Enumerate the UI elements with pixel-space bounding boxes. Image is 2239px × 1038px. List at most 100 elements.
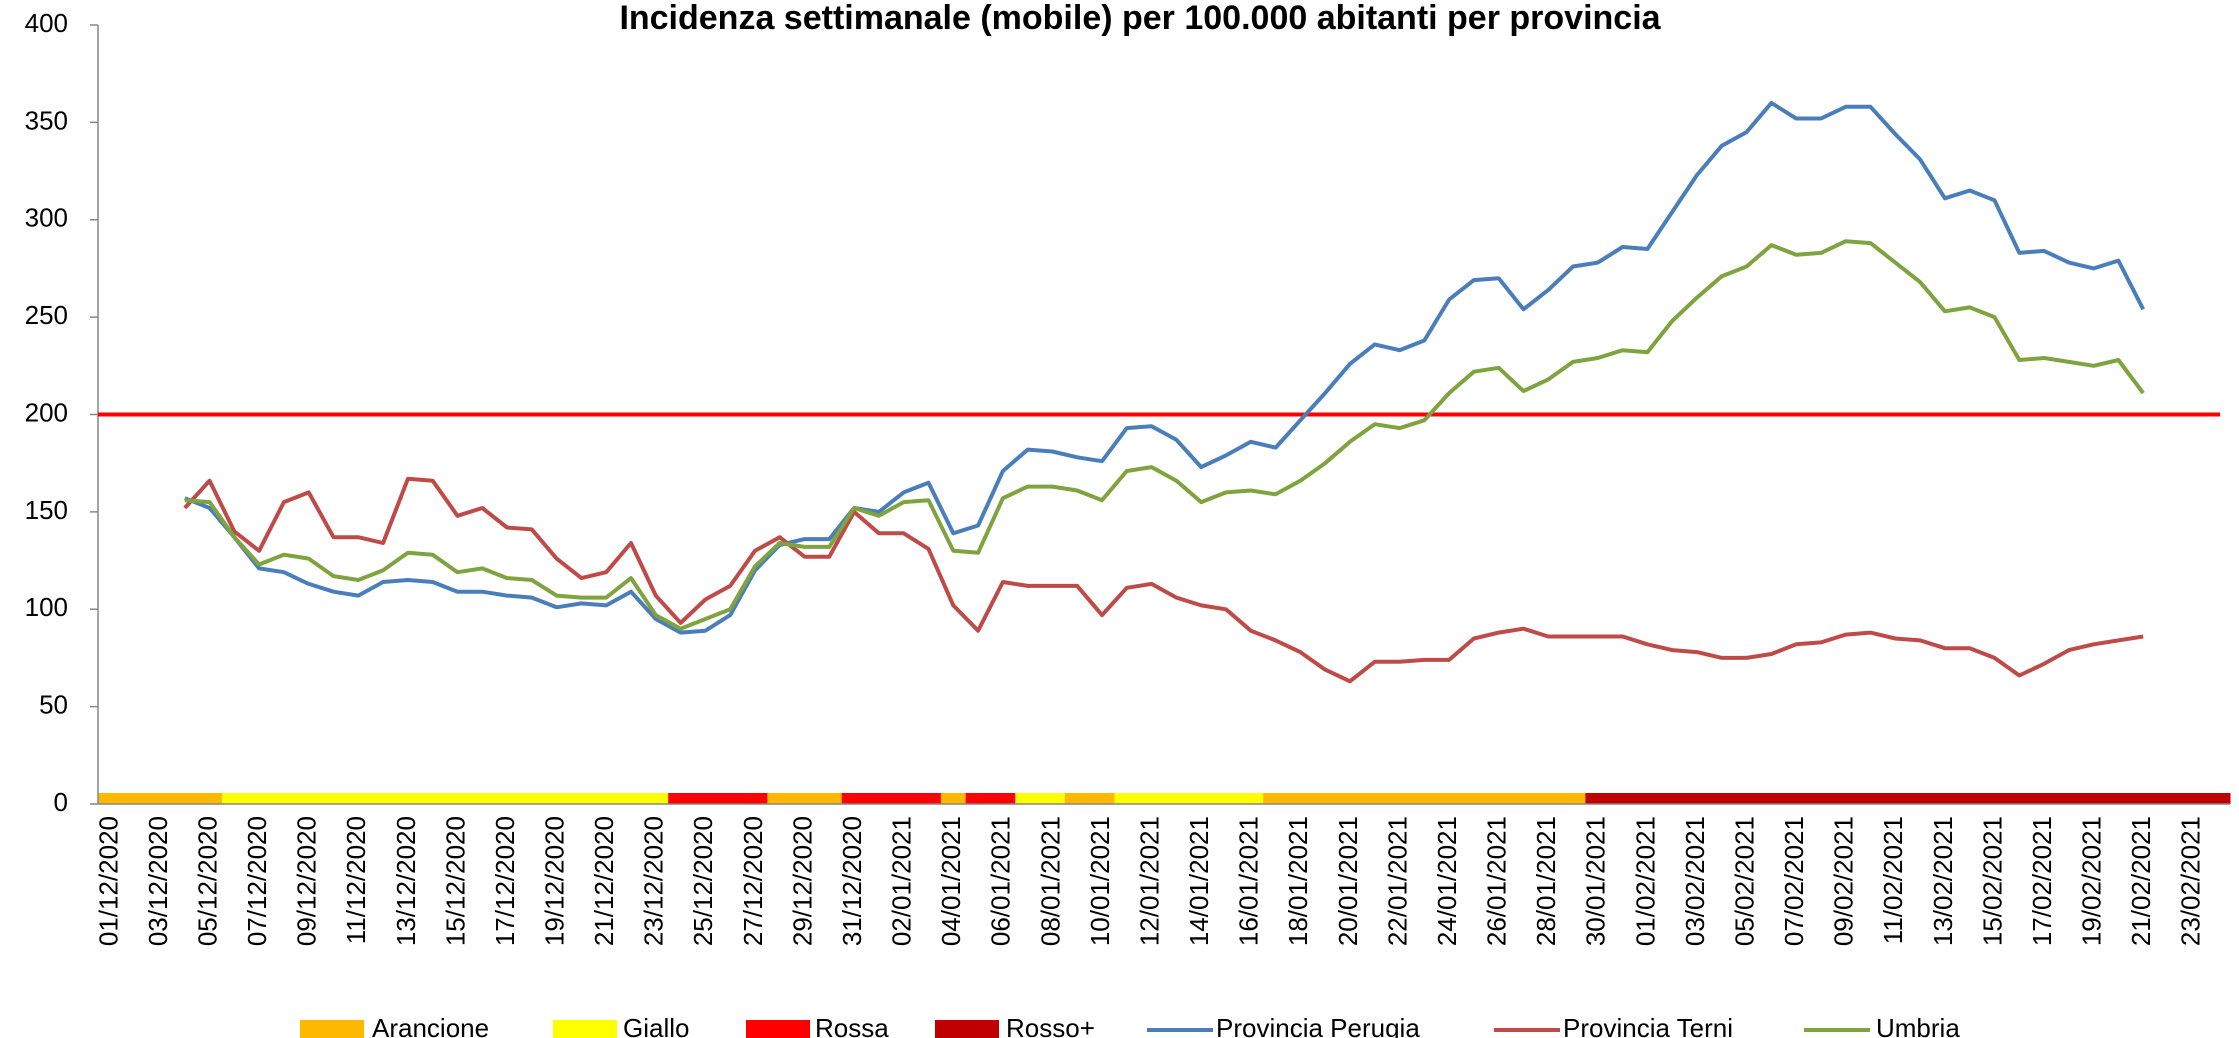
zone-band bbox=[1213, 793, 1239, 804]
zone-band bbox=[990, 793, 1016, 804]
zone-band bbox=[916, 793, 942, 804]
y-tick-label: 300 bbox=[25, 203, 68, 233]
zone-band bbox=[420, 793, 446, 804]
zone-band bbox=[221, 793, 248, 804]
x-tick-label: 19/12/2020 bbox=[540, 816, 570, 946]
zone-band bbox=[1734, 793, 1760, 804]
zone-band bbox=[1486, 793, 1512, 804]
zone-band bbox=[1164, 793, 1190, 804]
x-tick-label: 21/02/2021 bbox=[2126, 816, 2156, 946]
zone-band bbox=[1858, 793, 1884, 804]
x-tick-label: 17/02/2021 bbox=[2027, 816, 2057, 946]
zone-band bbox=[1040, 793, 1066, 804]
zone-band bbox=[1907, 793, 1934, 804]
series-line bbox=[183, 476, 2144, 684]
zone-band bbox=[2006, 793, 2033, 804]
x-tick-label: 14/01/2021 bbox=[1184, 816, 1214, 946]
x-tick-label: 01/12/2020 bbox=[93, 816, 123, 946]
zone-band bbox=[1015, 793, 1041, 804]
legend-swatch bbox=[300, 1020, 364, 1038]
x-tick-label: 24/01/2021 bbox=[1432, 816, 1462, 946]
zone-band bbox=[370, 793, 396, 804]
x-tick-label: 17/12/2020 bbox=[490, 816, 520, 946]
zone-band bbox=[1535, 793, 1562, 804]
zone-band bbox=[767, 793, 793, 804]
zone-band bbox=[1387, 793, 1413, 804]
zone-band bbox=[1188, 793, 1215, 804]
y-tick-label: 100 bbox=[25, 592, 68, 622]
zone-band bbox=[618, 793, 644, 804]
zone-band bbox=[668, 793, 694, 804]
y-tick-label: 200 bbox=[25, 397, 68, 427]
legend-label: Rosso+ bbox=[1006, 1013, 1095, 1038]
x-tick-label: 29/12/2020 bbox=[787, 816, 817, 946]
chart-title: Incidenza settimanale (mobile) per 100.0… bbox=[619, 0, 1661, 37]
zone-band bbox=[1709, 793, 1735, 804]
x-tick-label: 16/01/2021 bbox=[1234, 816, 1264, 946]
zone-band bbox=[122, 793, 149, 804]
zone-band bbox=[519, 793, 545, 804]
x-tick-label: 21/12/2020 bbox=[589, 816, 619, 946]
zone-band bbox=[891, 793, 917, 804]
x-tick-label: 04/01/2021 bbox=[936, 816, 966, 946]
legend-label: Provincia Terni bbox=[1563, 1013, 1733, 1038]
x-tick-label: 09/12/2020 bbox=[292, 816, 322, 946]
x-tick-label: 31/12/2020 bbox=[837, 816, 867, 946]
zone-band bbox=[1833, 793, 1859, 804]
y-tick-label: 400 bbox=[25, 8, 68, 38]
zone-band bbox=[98, 793, 124, 804]
x-tick-label: 11/02/2021 bbox=[1878, 816, 1908, 944]
legend-label: Provincia Perugia bbox=[1216, 1013, 1420, 1038]
x-tick-label: 01/02/2021 bbox=[1630, 816, 1660, 946]
zone-band bbox=[2205, 793, 2231, 804]
zone-band bbox=[2155, 793, 2181, 804]
zone-band bbox=[494, 793, 520, 804]
zone-band bbox=[1808, 793, 1834, 804]
x-tick-label: 13/02/2021 bbox=[1928, 816, 1958, 946]
zone-band bbox=[1957, 793, 1983, 804]
x-tick-label: 11/12/2020 bbox=[341, 816, 371, 944]
zone-band bbox=[1411, 793, 1438, 804]
y-tick-label: 250 bbox=[25, 300, 68, 330]
zone-band bbox=[246, 793, 273, 804]
series-line bbox=[184, 100, 2145, 635]
x-tick-label: 07/02/2021 bbox=[1779, 816, 1809, 946]
series-line bbox=[184, 239, 2145, 631]
x-tick-label: 05/12/2020 bbox=[192, 816, 222, 946]
x-tick-label: 05/02/2021 bbox=[1729, 816, 1759, 946]
zone-band bbox=[2031, 793, 2057, 804]
zone-band bbox=[1610, 793, 1636, 804]
zone-band bbox=[1337, 793, 1363, 804]
zone-band bbox=[1684, 793, 1710, 804]
zone-band bbox=[1758, 793, 1785, 804]
zone-band bbox=[296, 793, 322, 804]
zone-band bbox=[1585, 793, 1611, 804]
zone-band bbox=[172, 793, 198, 804]
zone-band bbox=[2106, 793, 2132, 804]
zone-band bbox=[965, 793, 991, 804]
zone-band bbox=[1932, 793, 1958, 804]
x-tick-label: 10/01/2021 bbox=[1085, 816, 1115, 946]
x-tick-label: 26/01/2021 bbox=[1482, 816, 1512, 946]
x-tick-label: 27/12/2020 bbox=[738, 816, 768, 946]
zone-band bbox=[1560, 793, 1586, 804]
y-tick-label: 50 bbox=[39, 690, 68, 720]
x-tick-label: 12/01/2021 bbox=[1134, 816, 1164, 946]
zone-band bbox=[816, 793, 843, 804]
legend-swatch bbox=[553, 1020, 617, 1038]
zone-band bbox=[2180, 793, 2206, 804]
x-tick-label: 02/01/2021 bbox=[887, 816, 917, 946]
zone-band bbox=[940, 793, 967, 804]
x-tick-label: 30/01/2021 bbox=[1581, 816, 1611, 946]
zone-band bbox=[395, 793, 421, 804]
zone-band bbox=[1511, 793, 1537, 804]
zone-band bbox=[866, 793, 892, 804]
zone-band bbox=[1114, 793, 1140, 804]
x-tick-label: 13/12/2020 bbox=[391, 816, 421, 946]
zone-band bbox=[2056, 793, 2082, 804]
x-tick-label: 09/02/2021 bbox=[1829, 816, 1859, 946]
y-tick-label: 0 bbox=[54, 787, 68, 817]
zone-band bbox=[1461, 793, 1487, 804]
zone-band bbox=[1659, 793, 1686, 804]
